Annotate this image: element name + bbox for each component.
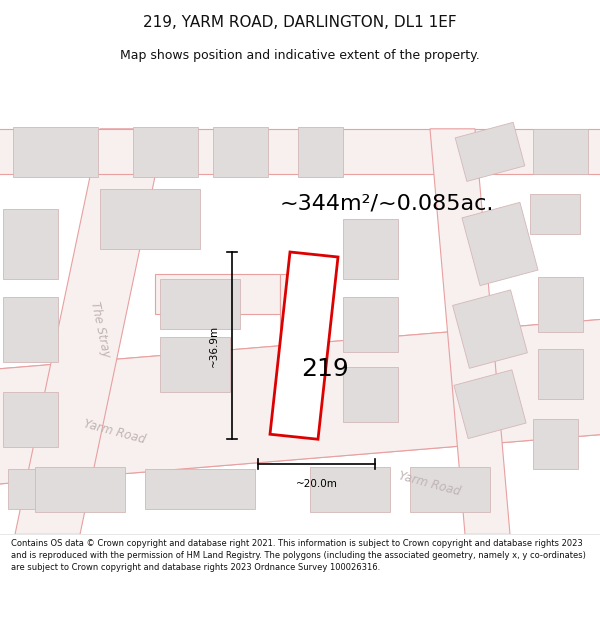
Polygon shape — [538, 276, 583, 332]
Polygon shape — [343, 296, 398, 352]
Polygon shape — [212, 127, 268, 177]
Text: Contains OS data © Crown copyright and database right 2021. This information is : Contains OS data © Crown copyright and d… — [11, 539, 586, 571]
Polygon shape — [533, 129, 587, 174]
Polygon shape — [133, 127, 197, 177]
Polygon shape — [15, 129, 165, 534]
Polygon shape — [13, 127, 97, 177]
Polygon shape — [0, 319, 600, 404]
Polygon shape — [343, 367, 398, 422]
Polygon shape — [410, 467, 490, 512]
Text: Yarm Road: Yarm Road — [83, 418, 148, 447]
Polygon shape — [462, 202, 538, 286]
Polygon shape — [270, 252, 338, 439]
Polygon shape — [2, 296, 58, 362]
Text: 219: 219 — [301, 357, 349, 381]
Polygon shape — [280, 274, 320, 374]
Polygon shape — [0, 129, 600, 174]
Polygon shape — [455, 122, 525, 181]
Polygon shape — [2, 392, 58, 447]
Text: The Stray: The Stray — [88, 300, 112, 358]
Polygon shape — [35, 467, 125, 512]
Polygon shape — [100, 189, 200, 249]
Polygon shape — [310, 467, 390, 512]
Text: Map shows position and indicative extent of the property.: Map shows position and indicative extent… — [120, 49, 480, 62]
Text: 219, YARM ROAD, DARLINGTON, DL1 1EF: 219, YARM ROAD, DARLINGTON, DL1 1EF — [143, 14, 457, 29]
Polygon shape — [0, 354, 600, 484]
Polygon shape — [155, 274, 280, 314]
Polygon shape — [530, 194, 580, 234]
Polygon shape — [538, 349, 583, 399]
Polygon shape — [452, 290, 527, 368]
Polygon shape — [160, 279, 240, 329]
Text: ~20.0m: ~20.0m — [296, 479, 337, 489]
Polygon shape — [0, 319, 600, 484]
Polygon shape — [430, 129, 510, 534]
Polygon shape — [533, 419, 577, 469]
Polygon shape — [343, 219, 398, 279]
Polygon shape — [298, 127, 343, 177]
Polygon shape — [7, 469, 73, 509]
Polygon shape — [454, 370, 526, 439]
Text: Yarm Road: Yarm Road — [398, 470, 463, 499]
Text: ~344m²/~0.085ac.: ~344m²/~0.085ac. — [280, 194, 494, 214]
Text: ~36.9m: ~36.9m — [209, 324, 219, 367]
Polygon shape — [145, 469, 255, 509]
Polygon shape — [2, 209, 58, 279]
Polygon shape — [160, 337, 230, 392]
